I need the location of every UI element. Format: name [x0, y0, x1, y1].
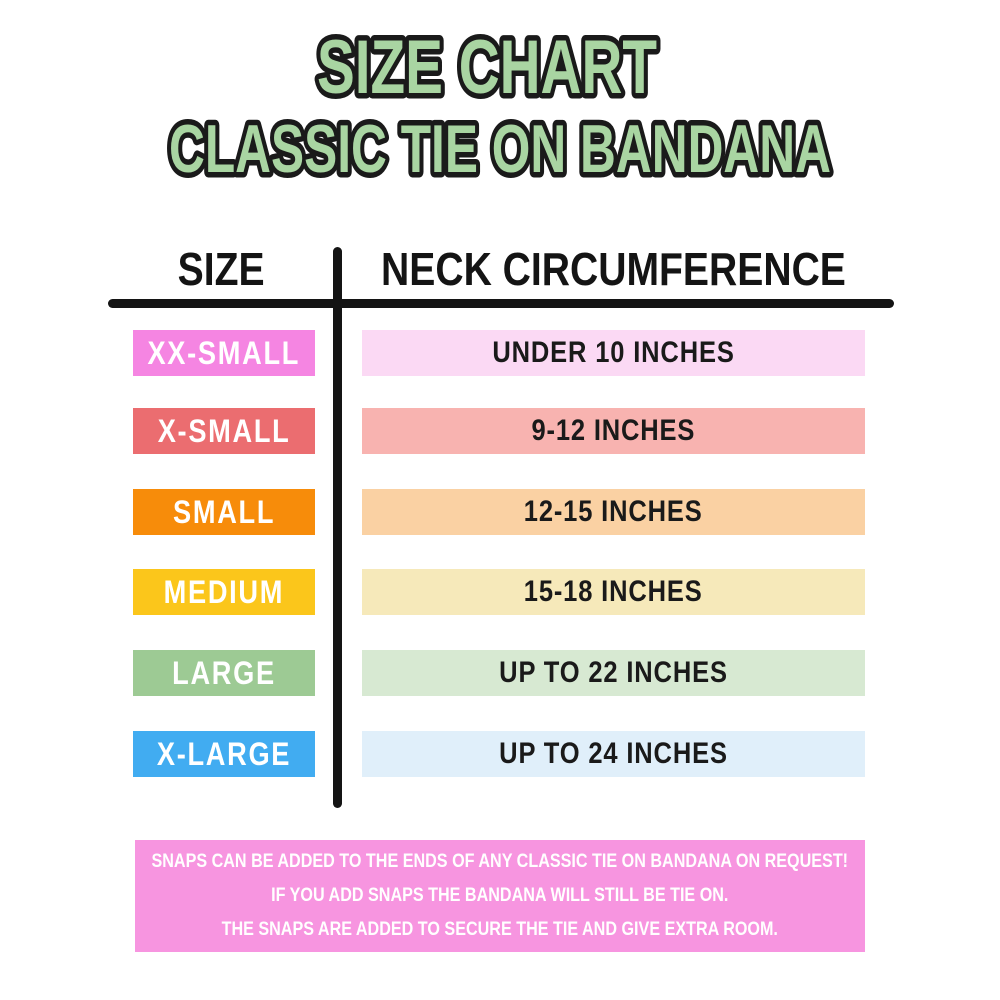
size-label: XX-SMALL	[147, 334, 301, 371]
table-row: XX-SMALL UNDER 10 INCHES	[0, 330, 1000, 376]
neck-range-label: UNDER 10 INCHES	[492, 336, 735, 369]
header-underline	[108, 299, 894, 308]
neck-range-label: 15-18 INCHES	[524, 575, 703, 608]
neck-range-cell: UP TO 24 INCHES	[362, 731, 865, 777]
table-row: SMALL 12-15 INCHES	[0, 489, 1000, 535]
neck-range-cell: UP TO 22 INCHES	[362, 650, 865, 696]
neck-range-label: 12-15 INCHES	[524, 495, 703, 528]
size-label: X-SMALL	[157, 412, 291, 449]
column-header-size: SIZE	[108, 243, 334, 295]
table-row: MEDIUM 15-18 INCHES	[0, 569, 1000, 615]
neck-range-label: 9-12 INCHES	[531, 414, 696, 447]
column-header-neck-label: NECK CIRCUMFERENCE	[381, 243, 846, 295]
neck-range-cell: 9-12 INCHES	[362, 408, 865, 454]
size-label: MEDIUM	[163, 573, 285, 610]
size-badge: MEDIUM	[133, 569, 315, 615]
neck-range-label: UP TO 24 INCHES	[499, 737, 728, 770]
table-row: X-LARGE UP TO 24 INCHES	[0, 731, 1000, 777]
footer-note-line: IF YOU ADD SNAPS THE BANDANA WILL STILL …	[271, 885, 729, 906]
column-header-size-label: SIZE	[177, 243, 265, 295]
neck-range-cell: 15-18 INCHES	[362, 569, 865, 615]
size-badge: X-SMALL	[133, 408, 315, 454]
column-divider	[333, 247, 342, 808]
title-block: SIZE CHART CLASSIC TIE ON BANDANA	[164, 20, 837, 193]
size-badge: X-LARGE	[133, 731, 315, 777]
footer-note: SNAPS CAN BE ADDED TO THE ENDS OF ANY CL…	[135, 840, 865, 952]
footer-note-line: SNAPS CAN BE ADDED TO THE ENDS OF ANY CL…	[151, 851, 849, 872]
size-badge: SMALL	[133, 489, 315, 535]
column-header-neck: NECK CIRCUMFERENCE	[362, 243, 865, 295]
neck-range-cell: 12-15 INCHES	[362, 489, 865, 535]
footer-note-line: THE SNAPS ARE ADDED TO SECURE THE TIE AN…	[221, 919, 779, 940]
page-title: SIZE CHART	[317, 25, 657, 110]
size-label: SMALL	[172, 493, 276, 530]
neck-range-label: UP TO 22 INCHES	[499, 656, 728, 689]
size-badge: XX-SMALL	[133, 330, 315, 376]
table-row: LARGE UP TO 22 INCHES	[0, 650, 1000, 696]
table-row: X-SMALL 9-12 INCHES	[0, 408, 1000, 454]
size-badge: LARGE	[133, 650, 315, 696]
neck-range-cell: UNDER 10 INCHES	[362, 330, 865, 376]
page-subtitle: CLASSIC TIE ON BANDANA	[169, 111, 831, 187]
size-label: LARGE	[172, 654, 276, 691]
footer-note-text: SNAPS CAN BE ADDED TO THE ENDS OF ANY CL…	[152, 845, 849, 947]
size-label: X-LARGE	[156, 735, 292, 772]
